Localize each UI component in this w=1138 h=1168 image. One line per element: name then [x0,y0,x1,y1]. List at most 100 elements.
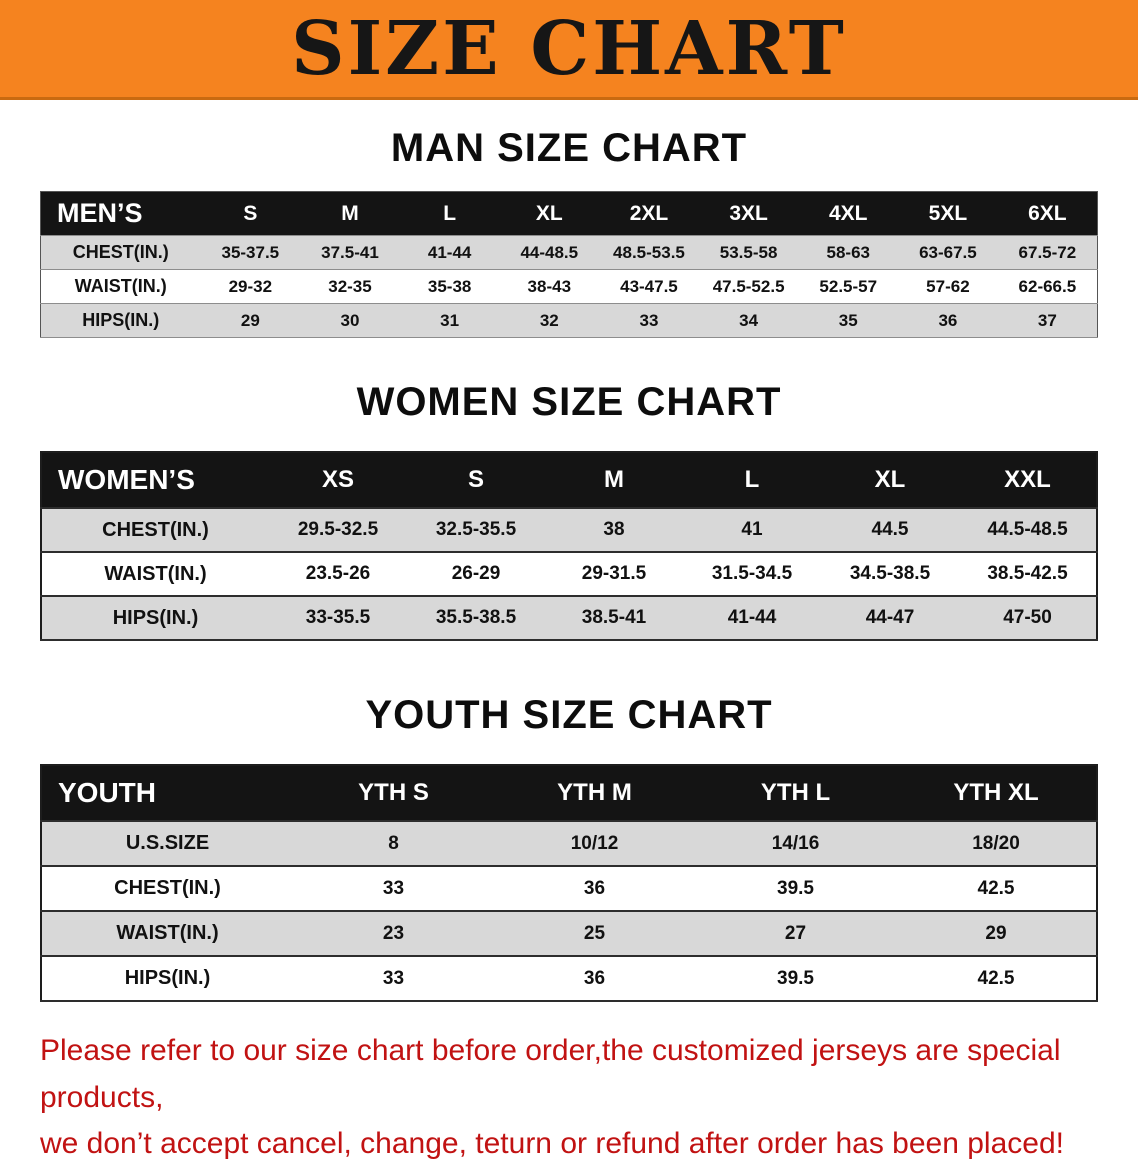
size-value-cell: 42.5 [896,955,1097,1002]
section-heading-women: WOMEN SIZE CHART [356,380,782,424]
size-column-header: 2XL [599,191,699,236]
size-value-cell: 41-44 [683,595,821,641]
table-head: YOUTH YTH S YTH M YTH L YTH XL [41,765,1097,821]
size-value-cell: 32 [499,303,600,338]
size-value-cell: 23 [293,910,494,957]
size-value-cell: 36 [494,865,695,912]
disclaimer-line-1: Please refer to our size chart before or… [40,1034,1061,1114]
size-value-cell: 53.5-58 [698,235,799,270]
size-group-label: YOUTH [41,765,293,821]
table-header-row: MEN’S S M L XL 2XL 3XL 4XL 5XL 6XL [40,191,1098,236]
measurement-label: CHEST(IN.) [41,865,293,912]
size-value-cell: 18/20 [896,820,1097,867]
section-heading-youth: YOUTH SIZE CHART [365,693,773,737]
size-value-cell: 23.5-26 [269,551,407,597]
men-size-table: MEN’S S M L XL 2XL 3XL 4XL 5XL 6XL CHEST(IN.) 35-37… [40,191,1098,338]
size-value-cell: 47-50 [959,595,1097,641]
measurement-label: CHEST(IN.) [40,235,201,270]
section-men: MAN SIZE CHART MEN’S S M L XL 2XL 3XL 4XL 5XL 6XL… [0,126,1138,338]
table-row: HIPS(IN.) 29 30 31 32 33 34 35 36 37 [40,303,1098,338]
size-value-cell: 57-62 [898,269,998,304]
size-column-header: 4XL [798,191,899,236]
size-value-cell: 41 [683,507,821,553]
table-header-row: YOUTH YTH S YTH M YTH L YTH XL [41,765,1097,821]
size-group-label: MEN’S [40,191,201,236]
size-value-cell: 31 [399,303,500,338]
size-value-cell: 35 [798,303,899,338]
size-column-header: L [683,452,821,508]
banner-title: SIZE CHART [291,5,847,92]
table-header-row: WOMEN’S XS S M L XL XXL [41,452,1097,508]
size-value-cell: 39.5 [695,865,896,912]
youth-size-table: YOUTH YTH S YTH M YTH L YTH XL U.S.SIZE 8 10/12… [40,764,1098,1002]
measurement-label: CHEST(IN.) [41,507,269,553]
size-value-cell: 29.5-32.5 [269,507,407,553]
size-value-cell: 63-67.5 [898,235,998,270]
size-value-cell: 38.5-41 [545,595,683,641]
size-column-header: 6XL [997,191,1098,236]
size-value-cell: 25 [494,910,695,957]
table-body: U.S.SIZE 8 10/12 14/16 18/20 CHEST(IN.) 33 36 39… [41,820,1097,1002]
size-value-cell: 39.5 [695,955,896,1002]
table-row: HIPS(IN.) 33-35.5 35.5-38.5 38.5-41 41-44 44-… [41,595,1097,641]
size-value-cell: 35.5-38.5 [407,595,545,641]
size-value-cell: 38 [545,507,683,553]
measurement-label: HIPS(IN.) [41,595,269,641]
section-women: WOMEN SIZE CHART WOMEN’S XS S M L XL XXL CHEST(… [0,380,1138,641]
size-value-cell: 52.5-57 [798,269,899,304]
table-row: WAIST(IN.) 23 25 27 29 [41,910,1097,957]
table-row: HIPS(IN.) 33 36 39.5 42.5 [41,955,1097,1002]
size-value-cell: 44.5-48.5 [959,507,1097,553]
size-value-cell: 33-35.5 [269,595,407,641]
size-value-cell: 32-35 [300,269,400,304]
table-row: CHEST(IN.) 33 36 39.5 42.5 [41,865,1097,912]
size-value-cell: 67.5-72 [997,235,1098,270]
size-value-cell: 44-48.5 [499,235,600,270]
disclaimer: Please refer to our size chart before or… [40,1028,1108,1168]
size-column-header: 5XL [898,191,998,236]
size-value-cell: 31.5-34.5 [683,551,821,597]
size-value-cell: 34.5-38.5 [821,551,959,597]
size-value-cell: 35-38 [399,269,500,304]
size-column-header: XL [499,191,600,236]
table-head: MEN’S S M L XL 2XL 3XL 4XL 5XL 6XL [40,191,1098,236]
size-column-header: YTH S [293,765,494,821]
size-value-cell: 44-47 [821,595,959,641]
size-value-cell: 58-63 [798,235,899,270]
size-value-cell: 36 [494,955,695,1002]
size-value-cell: 29-31.5 [545,551,683,597]
table-body: CHEST(IN.) 35-37.5 37.5-41 41-44 44-48.5 48.5… [40,235,1098,338]
table-row: WAIST(IN.) 29-32 32-35 35-38 38-43 43-47.5 47.… [40,269,1098,304]
measurement-label: HIPS(IN.) [40,303,201,338]
section-youth: YOUTH SIZE CHART YOUTH YTH S YTH M YTH L YTH… [0,693,1138,1002]
size-value-cell: 36 [898,303,998,338]
size-column-header: XL [821,452,959,508]
size-value-cell: 34 [698,303,799,338]
measurement-label: WAIST(IN.) [41,551,269,597]
table-row: WAIST(IN.) 23.5-26 26-29 29-31.5 31.5-34.5 34… [41,551,1097,597]
size-value-cell: 37.5-41 [300,235,400,270]
size-value-cell: 29-32 [200,269,301,304]
size-value-cell: 10/12 [494,820,695,867]
size-value-cell: 37 [997,303,1098,338]
size-value-cell: 43-47.5 [599,269,699,304]
size-value-cell: 30 [300,303,400,338]
size-value-cell: 27 [695,910,896,957]
size-value-cell: 29 [896,910,1097,957]
size-value-cell: 33 [599,303,699,338]
size-value-cell: 48.5-53.5 [599,235,699,270]
size-value-cell: 44.5 [821,507,959,553]
size-value-cell: 38-43 [499,269,600,304]
size-column-header: 3XL [698,191,799,236]
size-value-cell: 26-29 [407,551,545,597]
size-value-cell: 42.5 [896,865,1097,912]
measurement-label: HIPS(IN.) [41,955,293,1002]
size-column-header: S [407,452,545,508]
table-head: WOMEN’S XS S M L XL XXL [41,452,1097,508]
size-value-cell: 33 [293,955,494,1002]
table-row: CHEST(IN.) 35-37.5 37.5-41 41-44 44-48.5 48.5… [40,235,1098,270]
size-column-header: YTH M [494,765,695,821]
women-size-table: WOMEN’S XS S M L XL XXL CHEST(IN.) 29.5-32.5 32.5… [40,451,1098,641]
size-column-header: YTH XL [896,765,1097,821]
